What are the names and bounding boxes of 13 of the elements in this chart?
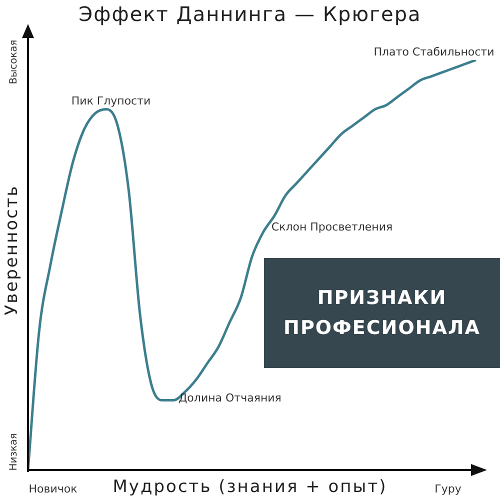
text-card: ПРИЗНАКИ ПРОФЕСИОНАЛА (264, 258, 500, 368)
annotation: Долина Отчаяния (178, 392, 282, 404)
y-axis-title: Уверенность (2, 184, 22, 316)
text: Плато Стабильности (374, 46, 494, 58)
annotation: ПРИЗНАКИ ПРОФЕСИОНАЛА (282, 286, 482, 341)
annotation: Пик Глупости (71, 94, 151, 108)
text: Гуру (434, 482, 462, 496)
annotation: Склон Просветления (271, 220, 393, 234)
text: Новичок (28, 482, 78, 496)
text: Высокая (8, 40, 20, 84)
text: Низкая (8, 433, 20, 471)
chart-title: Эффект Даннинга — Крюгера (78, 2, 422, 26)
x-axis-title: Мудрость (знания + опыт) (112, 477, 388, 497)
